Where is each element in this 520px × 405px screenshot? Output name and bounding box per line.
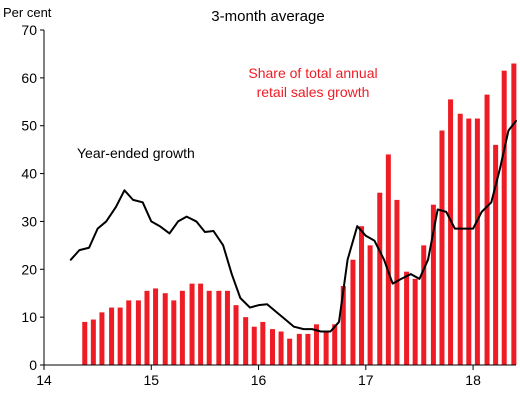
bar-19: [251, 326, 257, 365]
bar-10: [171, 300, 177, 365]
bar-42: [457, 113, 463, 365]
x-tick-label-3: 17: [358, 372, 374, 388]
bar-1: [90, 319, 96, 365]
bar-series: [82, 63, 517, 366]
bar-36: [404, 271, 410, 365]
bar-34: [385, 154, 391, 365]
bar-26: [313, 324, 319, 365]
bar-43: [466, 118, 472, 365]
bar-38: [421, 245, 427, 365]
bar-23: [287, 338, 293, 365]
bar-33: [377, 192, 383, 365]
chart-subtitle: 3-month average: [211, 8, 324, 25]
x-tick-label-2: 16: [251, 372, 267, 388]
bar-35: [394, 199, 400, 365]
bar-18: [243, 317, 249, 365]
bar-30: [350, 259, 356, 365]
x-tick-label-1: 15: [143, 372, 159, 388]
y-tick-label-0: 0: [29, 357, 37, 373]
y-tick-label-1: 10: [21, 309, 37, 325]
bar-15: [216, 290, 222, 365]
year-ended-growth-line: [69, 119, 517, 333]
bar-6: [135, 300, 141, 365]
bar-40: [439, 130, 445, 365]
bar-25: [305, 333, 311, 365]
bars-annotation-line-2: retail sales growth: [257, 84, 370, 100]
bar-48: [511, 63, 517, 365]
y-tick-label-7: 70: [21, 22, 37, 38]
bar-32: [367, 245, 373, 365]
y-tick-label-4: 40: [21, 166, 37, 182]
bar-9: [162, 293, 168, 365]
bar-11: [179, 290, 185, 365]
bar-39: [430, 204, 436, 365]
bar-24: [296, 333, 302, 365]
y-tick-label-6: 60: [21, 70, 37, 86]
bar-12: [189, 283, 195, 365]
bar-3: [109, 307, 115, 365]
bar-27: [323, 331, 329, 365]
bar-31: [359, 226, 365, 365]
bar-46: [493, 144, 499, 365]
bar-22: [278, 331, 284, 365]
bar-47: [501, 70, 507, 366]
line-series-group: [69, 119, 517, 333]
x-tick-label-4: 18: [465, 372, 481, 388]
bar-8: [153, 288, 159, 365]
bar-5: [126, 300, 132, 365]
y-tick-label-3: 30: [21, 213, 37, 229]
bars-annotation-line-1: Share of total annual: [248, 65, 377, 81]
bar-29: [340, 286, 346, 365]
bar-41: [448, 99, 454, 365]
bar-20: [260, 321, 266, 365]
bar-13: [198, 283, 204, 365]
bar-0: [82, 321, 88, 365]
line-annotation: Year-ended growth: [77, 145, 195, 161]
bar-2: [99, 312, 105, 365]
y-axis-unit-label: Per cent: [3, 5, 52, 20]
bar-21: [269, 329, 275, 365]
bar-4: [117, 307, 123, 365]
bar-17: [233, 305, 239, 365]
x-tick-label-0: 14: [36, 372, 52, 388]
bar-16: [224, 290, 230, 365]
bar-44: [474, 118, 480, 365]
bar-45: [484, 94, 490, 366]
bar-14: [206, 290, 212, 365]
bar-37: [412, 278, 418, 365]
bar-28: [332, 324, 338, 365]
axes: 0 10 20 30 40 50 60 70 14 15 16 17 18: [21, 22, 516, 388]
y-tick-label-5: 50: [21, 118, 37, 134]
bar-7: [144, 290, 150, 365]
y-tick-label-2: 20: [21, 261, 37, 277]
